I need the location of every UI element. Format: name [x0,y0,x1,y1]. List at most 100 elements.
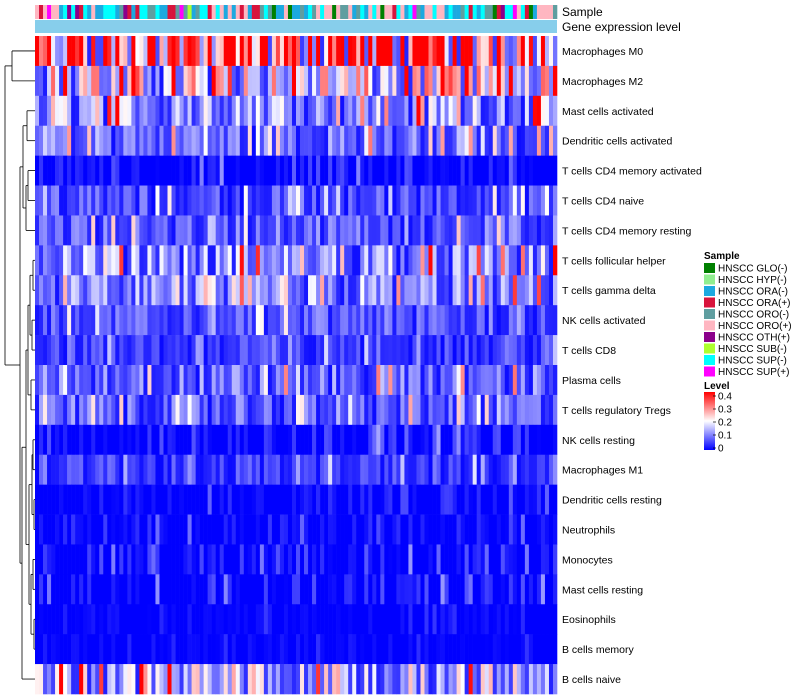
heatmap-cell [235,335,241,366]
heatmap-cell [55,664,60,695]
heatmap-cell [63,125,68,156]
heatmap-cell [308,484,313,515]
heatmap-cell [247,245,253,276]
heatmap-cell [91,245,96,276]
heatmap-cell [87,604,92,635]
heatmap-cell [552,305,558,336]
heatmap-cell [263,664,269,695]
heatmap-cell [139,155,144,186]
heatmap-cell [396,634,401,665]
heatmap-cell [440,95,445,127]
heatmap-cell [175,424,180,456]
heatmap-cell [368,95,373,127]
heatmap-cell [532,484,538,515]
heatmap-cell [287,365,293,396]
heatmap-cell [504,275,510,306]
heatmap-cell [275,95,281,127]
heatmap-cell [376,36,381,67]
heatmap-cell [332,95,337,127]
heatmap-cell [508,634,514,665]
heatmap-cell [324,275,329,306]
heatmap-cell [320,574,325,605]
legend-sample-swatch [704,355,715,365]
heatmap-cell [400,245,405,276]
heatmap-cell [267,335,273,366]
heatmap-cell [356,574,361,605]
heatmap-cell [263,634,269,665]
heatmap-cell [444,454,449,485]
heatmap-cell [123,36,128,67]
heatmap-cell [55,305,60,336]
heatmap-cell [155,454,160,485]
heatmap-cell [436,95,441,127]
heatmap-cell [468,305,473,336]
heatmap-cell [239,454,245,485]
heatmap-cell [536,394,542,426]
heatmap-cell [179,634,184,665]
heatmap-cell [123,245,128,276]
heatmap-cell [63,365,68,396]
heatmap-cell [187,335,192,366]
heatmap-cell [424,484,429,515]
heatmap-cell [300,514,305,545]
heatmap-cell [127,454,132,485]
heatmap-cell [55,36,60,67]
heatmap-cell [364,335,369,366]
legend-level-colorbar [704,392,715,450]
heatmap-cell [360,155,365,186]
heatmap-cell [512,514,518,545]
heatmap-cell [300,335,305,366]
heatmap-cell [388,365,393,396]
heatmap-cell [336,544,341,575]
heatmap-cell [239,275,245,306]
heatmap-cell [39,95,44,127]
heatmap-cell [87,394,92,426]
heatmap-cell [488,604,494,635]
heatmap-cell [191,634,196,665]
heatmap-cell [39,574,44,605]
heatmap-cell [167,544,172,575]
heatmap-cell [520,634,526,665]
heatmap-cell [428,424,433,456]
heatmap-cell [544,634,550,665]
heatmap-cell [39,394,44,426]
heatmap-cell [428,454,433,485]
heatmap-cell [460,664,465,695]
heatmap-cell [211,36,216,67]
heatmap-cell [308,365,313,396]
sample-annotation-cell [352,5,357,19]
heatmap-cell [43,664,48,695]
heatmap-cell [392,65,397,97]
heatmap-cell [328,36,333,67]
heatmap-cell [287,394,293,426]
heatmap-cell [488,335,494,366]
heatmap-cell [95,215,100,246]
heatmap-cell [348,394,353,426]
sample-annotation-cell [179,5,184,19]
heatmap-cell [476,634,482,665]
heatmap-cell [420,574,425,605]
heatmap-cell [251,365,257,396]
heatmap-cell [243,514,249,545]
heatmap-cell [488,305,494,336]
heatmap-cell [400,604,405,635]
sample-annotation-cell [508,5,514,19]
heatmap-cell [336,275,341,306]
heatmap-cell [195,125,200,156]
heatmap-cell [432,454,437,485]
heatmap-cell [520,275,526,306]
heatmap-cell [171,394,176,426]
heatmap-cell [500,95,506,127]
heatmap-cell [215,394,221,426]
heatmap-cell [223,454,229,485]
heatmap-cell [231,95,237,127]
heatmap-cell [328,215,333,246]
row-label: Macrophages M0 [562,46,643,58]
heatmap-cell [183,514,188,545]
heatmap-cell [235,394,241,426]
heatmap-cell [155,245,160,276]
row-label: Plasma cells [562,375,621,387]
heatmap-cell [139,365,144,396]
heatmap-cell [111,484,116,515]
heatmap-cell [191,305,196,336]
